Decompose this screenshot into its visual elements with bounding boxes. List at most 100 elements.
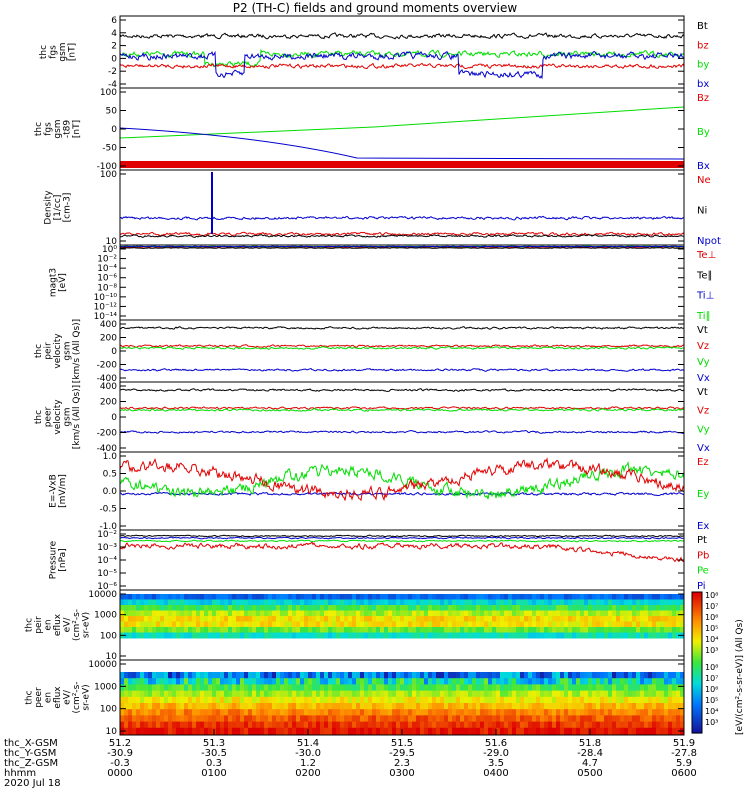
heatmap-cell — [244, 672, 249, 679]
heatmap-cell — [584, 727, 589, 735]
heatmap-cell — [592, 594, 597, 600]
heatmap-cell — [584, 605, 589, 611]
heatmap-cell — [652, 715, 657, 723]
heatmap-cell — [280, 709, 285, 716]
y-tick-label: 100 — [100, 705, 117, 715]
heatmap-cell — [216, 632, 221, 639]
heatmap-cell — [416, 672, 421, 679]
legend-entry: By — [697, 127, 710, 138]
heatmap-cell — [628, 684, 633, 692]
heatmap-cell — [544, 696, 549, 704]
heatmap-cell — [124, 721, 129, 729]
x-tick-label: 51.4 — [297, 738, 319, 749]
legend-entry: Te∥ — [696, 270, 713, 281]
heatmap-cell — [636, 632, 641, 639]
heatmap-cell — [536, 672, 541, 679]
heatmap-cell — [636, 696, 641, 704]
heatmap-cell — [672, 684, 677, 692]
heatmap-cell — [136, 721, 141, 729]
heatmap-cell — [308, 594, 313, 600]
heatmap-cell — [164, 678, 169, 685]
heatmap-cell — [420, 684, 425, 692]
heatmap-cell — [620, 672, 625, 679]
heatmap-cell — [360, 709, 365, 716]
heatmap-cell — [340, 627, 345, 633]
x-tick-label: 5.9 — [676, 758, 692, 769]
heatmap-cell — [448, 599, 453, 606]
heatmap-cell — [228, 610, 233, 617]
heatmap-cell — [188, 721, 193, 729]
heatmap-cell — [128, 715, 133, 723]
heatmap-cell — [608, 610, 613, 617]
heatmap-cell — [504, 616, 509, 622]
heatmap-cell — [428, 599, 433, 606]
heatmap-cell — [192, 684, 197, 692]
heatmap-cell — [532, 684, 537, 692]
heatmap-cell — [392, 610, 397, 617]
heatmap-cell — [492, 684, 497, 692]
heatmap-cell — [456, 696, 461, 704]
heatmap-cell — [172, 678, 177, 685]
heatmap-cell — [508, 696, 513, 704]
heatmap-cell — [236, 721, 241, 729]
heatmap-cell — [160, 594, 165, 600]
heatmap-cell — [660, 621, 665, 628]
heatmap-cell — [564, 672, 569, 679]
heatmap-cell — [604, 594, 609, 600]
heatmap-cell — [216, 684, 221, 692]
y-tick-label: 0 — [111, 347, 117, 357]
heatmap-cell — [436, 721, 441, 729]
heatmap-cell — [520, 605, 525, 611]
heatmap-cell — [376, 709, 381, 716]
heatmap-cell — [160, 703, 165, 710]
heatmap-cell — [172, 684, 177, 692]
heatmap-cell — [420, 610, 425, 617]
heatmap-cell — [476, 627, 481, 633]
heatmap-cell — [272, 709, 277, 716]
heatmap-cell — [228, 684, 233, 692]
heatmap-cell — [640, 721, 645, 729]
heatmap-cell — [148, 610, 153, 617]
y-axis-label: [cm-3] — [63, 193, 73, 223]
heatmap-cell — [636, 616, 641, 622]
heatmap-cell — [528, 627, 533, 633]
heatmap-cell — [500, 703, 505, 710]
heatmap-cell — [576, 696, 581, 704]
heatmap-cell — [220, 632, 225, 639]
heatmap-cell — [576, 610, 581, 617]
heatmap-cell — [448, 690, 453, 698]
heatmap-cell — [296, 715, 301, 723]
heatmap-cell — [408, 727, 413, 735]
y-axis-label: peir — [44, 342, 54, 360]
heatmap-cell — [312, 599, 317, 606]
heatmap-cell — [572, 678, 577, 685]
heatmap-cell — [668, 721, 673, 729]
heatmap-cell — [668, 684, 673, 692]
heatmap-cell — [492, 632, 497, 639]
heatmap-cell — [152, 627, 157, 633]
heatmap-cell — [588, 703, 593, 710]
heatmap-cell — [560, 721, 565, 729]
heatmap-cell — [392, 696, 397, 704]
heatmap-cell — [184, 632, 189, 639]
x-tick-label: 0000 — [107, 768, 132, 779]
heatmap-cell — [420, 703, 425, 710]
heatmap-cell — [220, 599, 225, 606]
x-axis-row-label: 2020 Jul 18 — [4, 778, 61, 789]
x-tick-label: -30.9 — [107, 748, 133, 759]
heatmap-cell — [664, 632, 669, 639]
heatmap-cell — [140, 690, 145, 698]
heatmap-cell — [144, 715, 149, 723]
heatmap-cell — [392, 690, 397, 698]
heatmap-cell — [596, 616, 601, 622]
heatmap-cell — [440, 621, 445, 628]
colorbar-cell — [692, 624, 702, 627]
heatmap-cell — [212, 672, 217, 679]
heatmap-cell — [532, 610, 537, 617]
heatmap-cell — [232, 721, 237, 729]
heatmap-cell — [300, 616, 305, 622]
heatmap-cell — [244, 678, 249, 685]
heatmap-cell — [496, 684, 501, 692]
heatmap-cell — [448, 627, 453, 633]
heatmap-cell — [124, 696, 129, 704]
